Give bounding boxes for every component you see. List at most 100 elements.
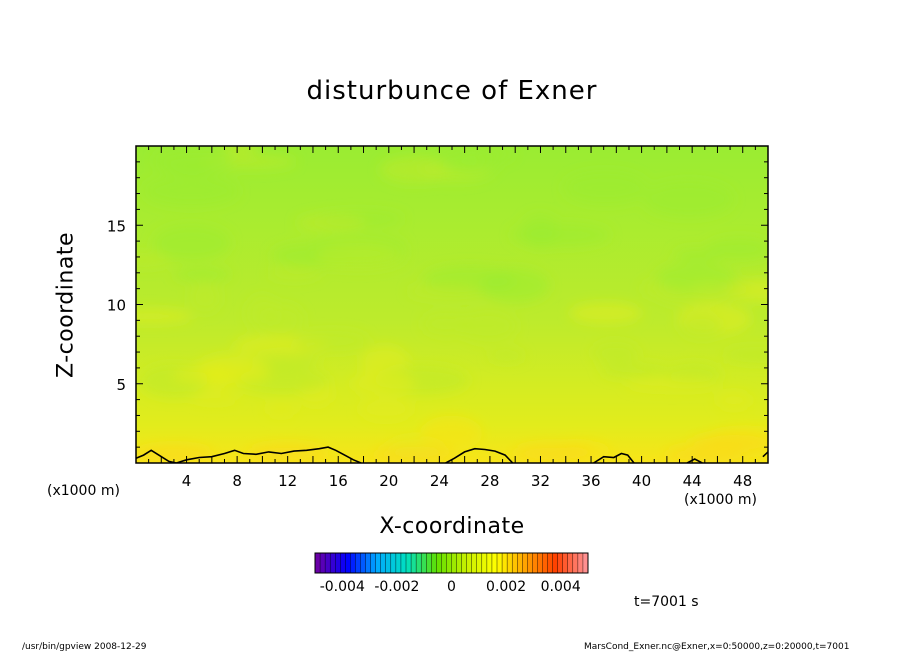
- field-texture-blob: [457, 150, 498, 175]
- x-tick-label: 40: [632, 472, 651, 490]
- x-tick-label: 24: [430, 472, 449, 490]
- colorbar-tick-label: 0.002: [486, 579, 526, 595]
- field-texture-blob: [723, 346, 768, 363]
- field-texture-blob: [407, 284, 481, 299]
- zero-contour-line: [686, 458, 703, 463]
- field-texture-blob: [162, 161, 214, 175]
- zero-contour-line: [136, 446, 362, 463]
- field-texture-blob: [265, 402, 298, 417]
- field-texture-blob: [379, 156, 449, 184]
- x-axis-ticks: 4 8 12 16 20 24 28 32 36 40 44 48: [148, 146, 756, 490]
- field-texture-blob: [267, 267, 321, 280]
- colorbar-swatch: [511, 552, 518, 574]
- colorbar-swatch: [335, 552, 341, 574]
- x-tick-label: 16: [329, 472, 348, 490]
- colorbar-swatch: [385, 552, 392, 574]
- field-texture-blob: [143, 175, 239, 206]
- x-axis-label: X-coordinate: [379, 514, 525, 539]
- colorbar-swatch: [324, 552, 331, 574]
- field-texture-blob: [314, 242, 402, 270]
- field-texture-blob: [190, 391, 240, 404]
- field-texture-blob: [420, 415, 483, 451]
- y-axis-label: Z-coordinate: [53, 232, 79, 378]
- colorbar-swatch: [471, 552, 478, 574]
- x-tick-label: 28: [480, 472, 499, 490]
- field-texture-blob: [189, 282, 221, 313]
- footer-program: /usr/bin/gpview 2008-12-29: [22, 642, 147, 652]
- colorbar-swatch: [426, 552, 432, 574]
- colorbar-swatch: [451, 552, 458, 574]
- field-texture-blob: [488, 349, 525, 362]
- colorbar-swatch: [481, 552, 488, 574]
- field-texture-blob: [673, 248, 721, 262]
- field-texture-blob: [644, 181, 734, 217]
- colorbar-swatch: [415, 552, 422, 574]
- colorbar-swatch: [345, 552, 351, 574]
- colorbar-swatch: [552, 552, 559, 574]
- time-label: t=7001 s: [634, 594, 699, 610]
- field-texture-blob: [358, 398, 413, 421]
- colorbar-swatch: [319, 552, 326, 574]
- x-tick-label: 8: [232, 472, 242, 490]
- field-texture-blob: [296, 214, 367, 232]
- field-texture-blob: [522, 214, 558, 248]
- field-texture-blob: [715, 391, 752, 409]
- y-axis-unit: (x1000 m): [47, 483, 120, 499]
- footer-source: MarsCond_Exner.nc@Exner,x=0:50000,z=0:20…: [584, 642, 850, 652]
- colorbar-swatch: [329, 552, 336, 574]
- field-texture-blob: [707, 237, 768, 261]
- colorbar-swatch: [527, 552, 533, 574]
- colorbar-swatch: [456, 552, 463, 574]
- colorbar-swatch: [355, 552, 362, 574]
- y-tick-label: 15: [107, 217, 126, 235]
- x-tick-label: 4: [182, 472, 192, 490]
- colorbar-swatch: [395, 552, 402, 574]
- x-tick-label: 36: [581, 472, 600, 490]
- y-tick-label: 5: [116, 376, 126, 394]
- field-texture-blob: [689, 281, 751, 296]
- colorbar-frame: [314, 552, 589, 574]
- colorbar-swatch: [537, 552, 544, 574]
- x-axis-unit: (x1000 m): [684, 492, 757, 508]
- colorbar: -0.004 -0.002 0 0.002 0.004: [314, 552, 589, 595]
- field-texture-blob: [171, 366, 270, 385]
- colorbar-swatch: [380, 552, 387, 574]
- colorbar-swatch: [446, 552, 453, 574]
- zero-contour-lines: [136, 446, 768, 463]
- colorbar-swatch: [375, 552, 382, 574]
- colorbar-swatch: [522, 552, 528, 574]
- x-tick-label: 12: [278, 472, 297, 490]
- field-warm-spot: [374, 445, 455, 463]
- zero-contour-line: [593, 452, 635, 463]
- field-texture-blob: [569, 302, 643, 324]
- colorbar-swatch: [577, 552, 584, 574]
- field-texture-blob: [459, 309, 517, 342]
- y-tick-label: 10: [107, 297, 126, 315]
- field-texture-blob: [222, 146, 258, 158]
- heatmap-field: [136, 146, 768, 463]
- field-warm-spot: [513, 443, 594, 463]
- colorbar-swatch: [340, 552, 346, 574]
- field-texture-blob: [592, 341, 639, 365]
- colorbar-swatch: [436, 552, 442, 574]
- field-texture-blob: [173, 268, 231, 281]
- field-texture-blob: [625, 377, 720, 391]
- field-texture-blob: [350, 372, 416, 396]
- field-texture-blob: [422, 312, 470, 336]
- colorbar-swatch: [532, 552, 538, 574]
- colorbar-tick-label: -0.002: [374, 579, 419, 595]
- colorbar-swatch: [562, 552, 569, 574]
- colorbar-swatch: [517, 552, 523, 574]
- colorbar-tick-label: 0: [447, 579, 456, 595]
- y-axis-ticks: 5 10 15: [107, 161, 768, 448]
- field-texture-blob: [680, 314, 722, 339]
- colorbar-swatch: [314, 552, 321, 574]
- colorbar-swatch: [350, 552, 356, 574]
- colorbar-tick-label: 0.004: [541, 579, 581, 595]
- field-texture-blob: [599, 362, 671, 378]
- colorbar-swatch: [567, 552, 574, 574]
- zero-contour-line: [445, 447, 514, 463]
- colorbar-swatch: [365, 552, 372, 574]
- colorbar-swatch: [491, 552, 498, 574]
